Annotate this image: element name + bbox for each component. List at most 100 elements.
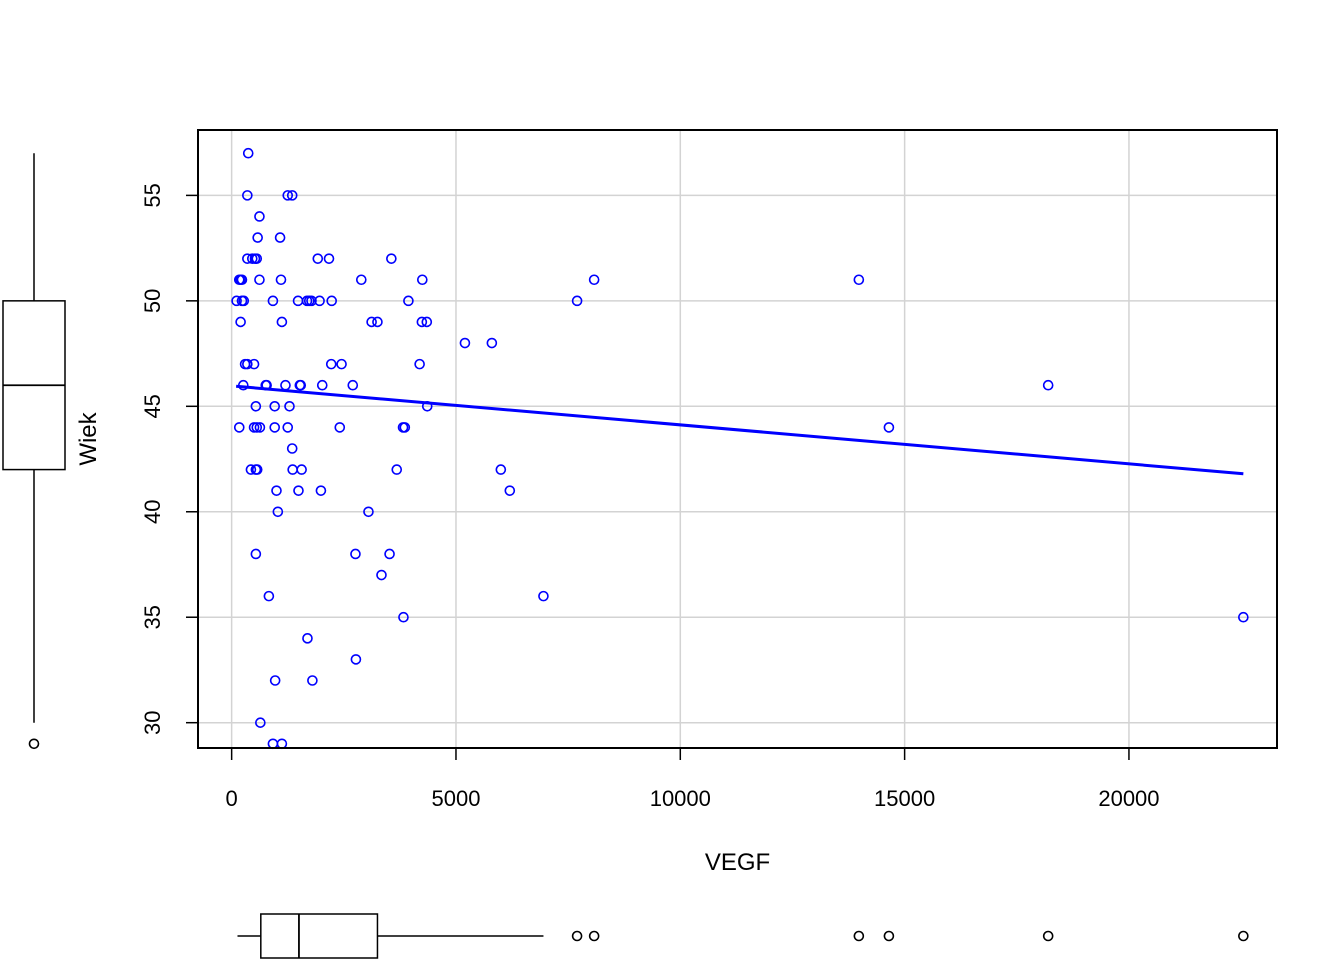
data-point xyxy=(391,464,403,475)
scatter-points xyxy=(231,147,1249,750)
data-point xyxy=(250,401,262,412)
plot-frame xyxy=(197,129,1278,749)
grid-lines xyxy=(198,130,1277,748)
data-point xyxy=(486,337,498,349)
data-point xyxy=(326,295,337,307)
y-tick-label: 55 xyxy=(140,183,165,207)
data-point xyxy=(314,295,325,307)
data-point xyxy=(384,548,395,560)
data-point xyxy=(588,274,600,286)
data-point xyxy=(235,316,246,328)
data-point xyxy=(1042,379,1054,391)
data-point xyxy=(251,253,263,264)
data-point xyxy=(459,337,471,349)
data-point xyxy=(280,379,291,391)
data-point xyxy=(250,548,262,560)
data-point xyxy=(263,590,275,602)
data-point xyxy=(242,190,253,201)
data-point xyxy=(366,316,377,328)
data-point xyxy=(287,464,298,475)
x-boxplot-outlier xyxy=(571,930,583,942)
y-tick-label: 35 xyxy=(140,605,165,629)
data-point xyxy=(386,253,397,264)
x-boxplot-outlier xyxy=(883,930,895,942)
data-point xyxy=(883,422,895,433)
data-point xyxy=(251,422,263,433)
regression-line xyxy=(236,384,1244,476)
x-tick-label: 5000 xyxy=(431,786,480,811)
data-point xyxy=(286,443,298,454)
x-tick-label: 10000 xyxy=(650,786,711,811)
data-point xyxy=(252,232,263,243)
data-point xyxy=(231,295,242,307)
data-point xyxy=(316,379,328,391)
data-point xyxy=(267,295,279,307)
data-point xyxy=(323,253,335,264)
y-tick-label: 30 xyxy=(140,710,165,734)
data-point xyxy=(276,316,288,328)
data-point xyxy=(274,232,286,243)
data-point xyxy=(334,422,346,433)
y-tick-label: 40 xyxy=(140,500,165,524)
y-boxplot xyxy=(2,153,66,750)
data-point xyxy=(267,738,279,750)
x-boxplot-outlier xyxy=(1238,930,1249,942)
data-point xyxy=(284,401,295,412)
data-point xyxy=(295,379,307,391)
y-tick-label: 45 xyxy=(140,394,165,418)
data-point xyxy=(269,675,281,686)
data-point xyxy=(363,506,374,518)
data-point xyxy=(242,147,254,159)
data-point xyxy=(236,274,248,286)
data-point xyxy=(416,316,428,328)
data-point xyxy=(296,464,307,475)
y-axis-title: Wiek xyxy=(75,411,102,465)
x-axis: 0 5000 10000 15000 20000 xyxy=(226,747,1160,811)
data-point xyxy=(495,464,507,475)
y-axis: 30 35 40 45 50 55 xyxy=(140,183,199,735)
x-boxplot-outlier xyxy=(853,930,865,942)
data-point xyxy=(350,654,362,665)
data-point xyxy=(398,611,409,623)
data-point xyxy=(302,633,313,644)
data-point xyxy=(276,738,288,750)
x-tick-label: 20000 xyxy=(1098,786,1159,811)
x-boxplot-box xyxy=(260,913,379,959)
y-boxplot-outlier xyxy=(28,738,40,750)
data-point xyxy=(325,358,337,370)
data-point xyxy=(403,295,414,307)
data-point xyxy=(312,253,324,264)
data-point xyxy=(853,274,865,286)
data-point xyxy=(286,190,298,201)
data-point xyxy=(306,295,317,307)
data-point xyxy=(245,464,257,475)
data-point xyxy=(282,190,294,201)
data-point xyxy=(307,675,318,686)
data-point xyxy=(421,316,433,328)
data-point xyxy=(504,485,516,496)
data-point xyxy=(254,211,265,222)
regression-line-group xyxy=(236,384,1244,476)
x-boxplot-outlier xyxy=(588,930,600,942)
data-point xyxy=(1238,611,1249,623)
data-point xyxy=(269,401,281,412)
data-point xyxy=(376,569,387,581)
data-point xyxy=(269,422,281,433)
data-point xyxy=(571,295,583,307)
data-point xyxy=(238,295,250,307)
data-point xyxy=(414,358,425,370)
x-tick-label: 0 xyxy=(226,786,238,811)
data-point xyxy=(275,274,287,286)
data-point xyxy=(399,422,411,433)
data-point xyxy=(233,422,245,433)
data-point xyxy=(417,274,428,286)
data-point xyxy=(255,717,266,728)
data-point xyxy=(251,464,263,475)
data-point xyxy=(293,485,304,496)
data-point xyxy=(271,485,282,496)
data-point xyxy=(347,379,359,391)
data-point xyxy=(372,316,383,328)
data-point xyxy=(254,422,266,433)
data-point xyxy=(248,358,260,370)
